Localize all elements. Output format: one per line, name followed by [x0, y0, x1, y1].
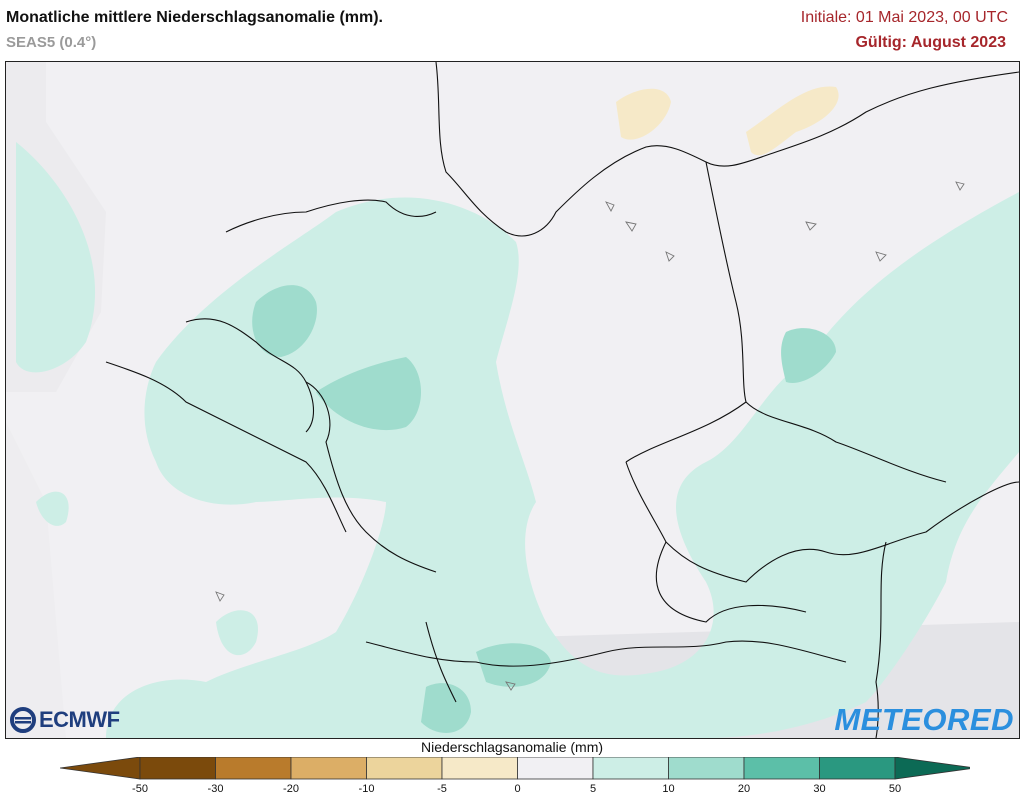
colorbar-cell — [366, 757, 443, 780]
colorbar-arrow-high — [894, 757, 970, 780]
ecmwf-text: ECMWF — [39, 707, 120, 732]
map-title: Monatliche mittlere Niederschlagsanomali… — [6, 9, 383, 26]
borders — [105, 62, 1019, 738]
lakes — [215, 181, 965, 691]
colorbar-cells — [60, 757, 970, 780]
init-time: Initiale: 01 Mai 2023, 00 UTC — [800, 9, 1008, 26]
colorbar-cell — [215, 757, 292, 780]
ecmwf-logo: ECMWF — [10, 707, 120, 733]
colorbar-tick-label: -20 — [283, 783, 299, 795]
colorbar-tick-label: 20 — [737, 783, 751, 795]
west-land — [6, 422, 66, 738]
anomaly-minus-5-10 — [616, 86, 839, 156]
colorbar-tick-label: 0 — [514, 783, 521, 795]
colorbar-tick-label: -10 — [358, 783, 375, 795]
colorbar — [60, 757, 970, 780]
colorbar-cell — [290, 757, 367, 780]
colorbar-tick-label: -30 — [207, 783, 224, 795]
anomaly-5-10 — [16, 142, 1019, 738]
colorbar-cell — [819, 757, 896, 780]
colorbar-tick-label: 50 — [888, 783, 902, 795]
colorbar-tick-label: -5 — [437, 783, 447, 795]
legend-title: Niederschlagsanomalie (mm) — [420, 739, 604, 755]
colorbar-tick-label: -50 — [132, 783, 148, 795]
colorbar-arrow-low — [60, 757, 141, 780]
valid-period: Gültig: August 2023 — [855, 34, 1006, 51]
colorbar-cell — [517, 757, 594, 780]
colorbar-tick-label: 5 — [589, 783, 597, 795]
colorbar-cell — [592, 757, 669, 780]
colorbar-cell — [743, 757, 820, 780]
anomaly-10-20 — [252, 285, 836, 733]
ecmwf-mark-icon — [10, 707, 36, 733]
model-subtitle: SEAS5 (0.4°) — [6, 34, 97, 51]
colorbar-tick-label: 30 — [813, 783, 826, 795]
map-canvas — [6, 62, 1019, 738]
colorbar-cell — [441, 757, 518, 780]
meteored-logo: METEORED — [834, 702, 1014, 737]
colorbar-cell — [668, 757, 745, 780]
colorbar-cell — [139, 757, 216, 780]
colorbar-tick-label: 10 — [662, 783, 675, 795]
anomaly-map[interactable] — [5, 61, 1020, 739]
